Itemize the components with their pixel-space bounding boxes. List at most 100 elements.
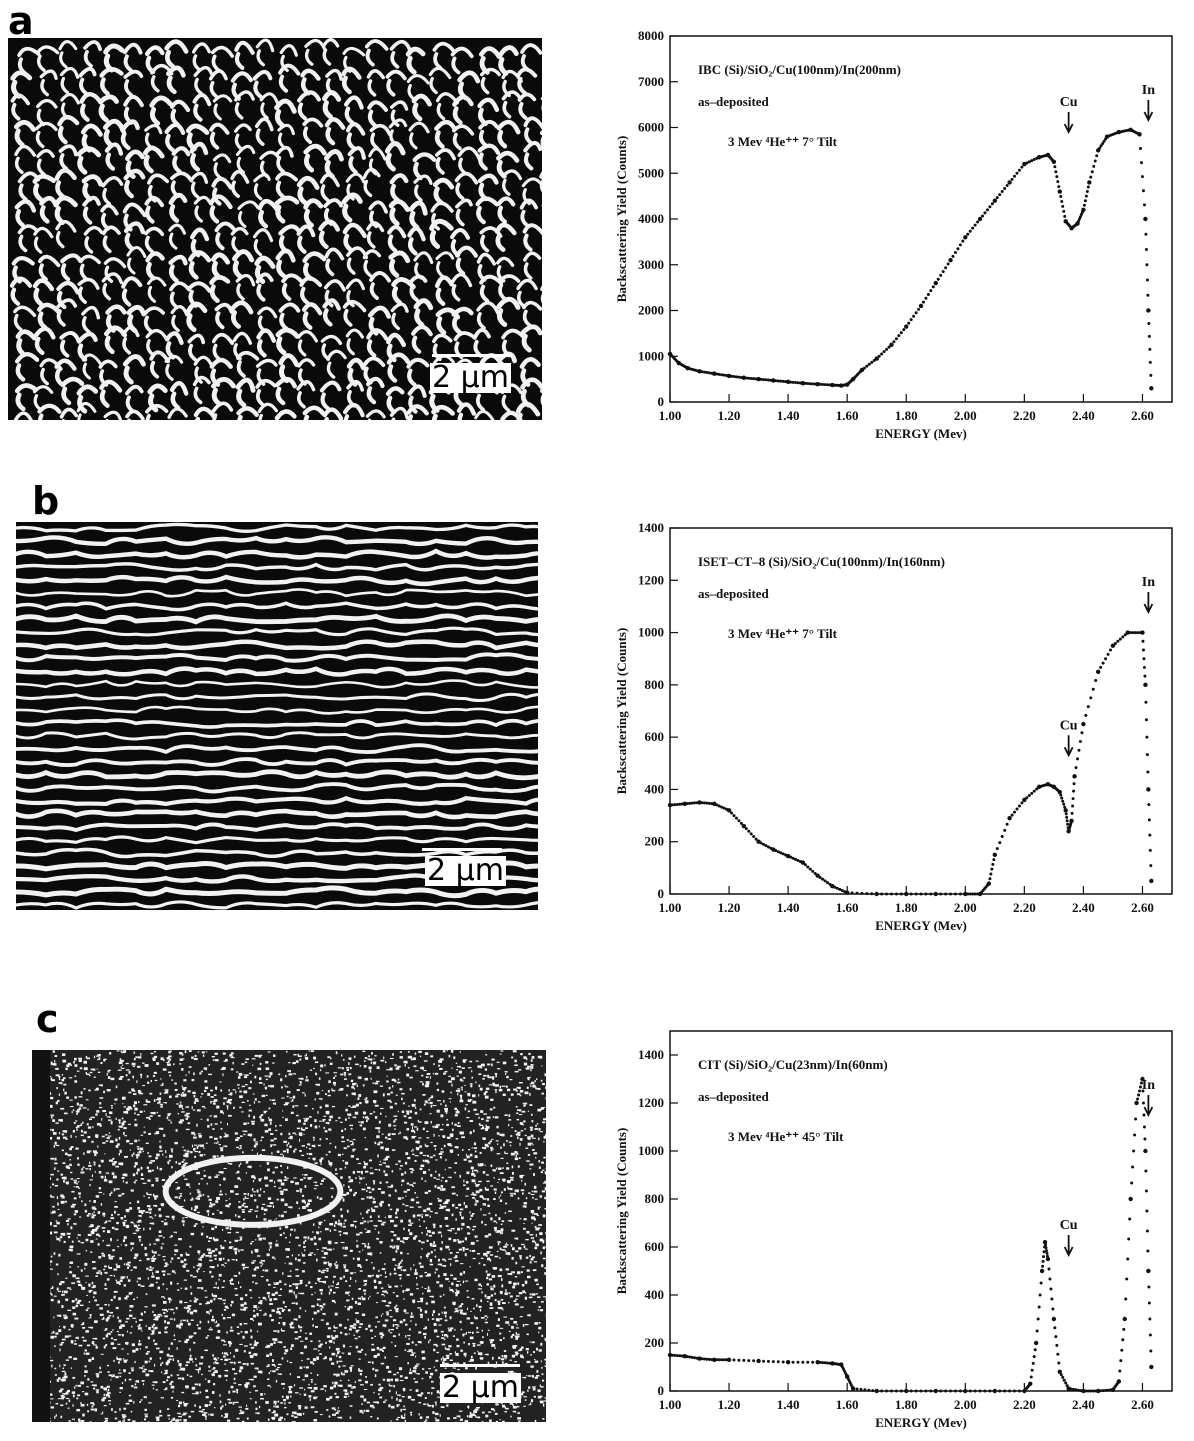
data-point xyxy=(796,858,800,862)
data-point xyxy=(685,1355,689,1359)
y-tick-label: 800 xyxy=(645,677,665,692)
data-point xyxy=(933,1388,938,1394)
data-point xyxy=(715,372,719,376)
y-tick-label: 4000 xyxy=(638,211,664,226)
data-point xyxy=(1044,1243,1048,1247)
data-point xyxy=(678,1354,682,1358)
data-point xyxy=(1099,144,1103,148)
data-point xyxy=(1148,848,1152,852)
data-point xyxy=(779,851,783,855)
data-point xyxy=(968,1389,972,1393)
data-point xyxy=(702,1357,706,1361)
data-point xyxy=(771,1360,775,1364)
data-point xyxy=(1125,1277,1129,1281)
chart-svg-1: 1.00 1.20 1.40 1.60 1.80 2.00 2.20 2.40 2.60 0 200… xyxy=(614,520,1173,933)
peak-label-in: In xyxy=(1142,83,1155,98)
data-point xyxy=(953,1389,957,1393)
data-point xyxy=(1146,770,1150,774)
data-point xyxy=(1141,639,1145,643)
data-point xyxy=(1143,216,1148,222)
data-point xyxy=(776,379,780,383)
data-point xyxy=(1142,657,1146,661)
data-point xyxy=(776,850,780,854)
data-point xyxy=(1072,1387,1076,1391)
data-point xyxy=(1053,165,1057,169)
data-point xyxy=(1098,146,1102,150)
data-point xyxy=(909,1389,913,1393)
data-point xyxy=(1017,1389,1021,1393)
data-point xyxy=(715,1358,719,1362)
data-point xyxy=(791,380,795,384)
data-point xyxy=(1041,1264,1045,1268)
peak-label-cu: Cu xyxy=(1060,718,1078,733)
data-point xyxy=(909,318,913,322)
arrow-down-icon xyxy=(1143,592,1154,615)
data-point xyxy=(673,1353,677,1357)
data-point xyxy=(1080,731,1084,735)
data-point xyxy=(685,802,689,806)
data-point xyxy=(702,801,706,805)
data-point xyxy=(1142,203,1146,207)
data-point xyxy=(909,892,913,896)
annotation-beam: 3 Mev ⁴He⁺⁺ 45° Tilt xyxy=(728,1129,844,1144)
data-point xyxy=(990,867,994,871)
data-point xyxy=(838,887,842,891)
data-point xyxy=(1035,787,1039,791)
data-point xyxy=(1047,1267,1051,1271)
y-tick-label: 1400 xyxy=(638,520,664,535)
data-point xyxy=(953,892,957,896)
data-point xyxy=(823,1361,827,1365)
data-point xyxy=(1143,1148,1148,1154)
data-point xyxy=(1049,1287,1053,1291)
rbs-spectrum-chart-a: 1.00 1.20 1.40 1.60 1.80 2.00 2.20 2.40 2.60 0 100… xyxy=(600,28,1180,450)
scale-bar-label-b: 2 μm xyxy=(425,853,506,888)
data-point xyxy=(1147,334,1151,338)
x-tick-label: 1.40 xyxy=(777,1397,800,1412)
data-point xyxy=(1122,1316,1127,1322)
data-point xyxy=(874,1388,879,1394)
data-point xyxy=(992,198,998,203)
data-point xyxy=(1003,187,1007,190)
data-point xyxy=(835,886,839,890)
y-tick-label: 0 xyxy=(658,886,665,901)
data-point xyxy=(759,377,763,381)
data-point xyxy=(682,1354,687,1359)
data-point xyxy=(796,1360,800,1364)
data-point xyxy=(791,1360,795,1364)
sem-micrograph-a xyxy=(8,38,542,420)
data-point xyxy=(1074,766,1078,770)
data-point xyxy=(1072,774,1077,779)
data-point xyxy=(1085,190,1089,194)
data-point xyxy=(859,1387,863,1391)
data-point xyxy=(946,262,950,266)
data-point xyxy=(983,1389,987,1393)
data-point xyxy=(1030,159,1034,163)
data-point xyxy=(1139,1085,1143,1089)
data-point xyxy=(774,379,778,383)
data-point xyxy=(1084,1389,1088,1393)
scale-bar-a xyxy=(432,354,512,357)
x-tick-label: 1.20 xyxy=(718,1397,741,1412)
data-point xyxy=(1045,1251,1049,1255)
data-point xyxy=(1032,789,1036,793)
data-point xyxy=(1027,794,1031,798)
data-point xyxy=(1072,789,1076,793)
data-point xyxy=(764,378,768,382)
data-point xyxy=(1053,1326,1057,1330)
data-point xyxy=(1104,1388,1108,1392)
data-point xyxy=(904,324,909,329)
data-point xyxy=(1136,631,1140,635)
chart-title: CIT (Si)/SiO₂/Cu(23nm)/In(60nm) xyxy=(698,1057,888,1072)
data-point xyxy=(675,1354,679,1358)
data-point xyxy=(730,374,734,378)
data-point xyxy=(992,858,996,862)
data-point xyxy=(800,381,806,386)
data-point xyxy=(1148,347,1152,351)
data-point xyxy=(806,1360,810,1364)
data-point xyxy=(1079,212,1083,216)
data-point xyxy=(1125,630,1130,635)
data-point xyxy=(762,842,766,846)
data-point xyxy=(1146,1268,1151,1274)
data-point xyxy=(1057,185,1061,189)
data-point xyxy=(712,1357,717,1362)
